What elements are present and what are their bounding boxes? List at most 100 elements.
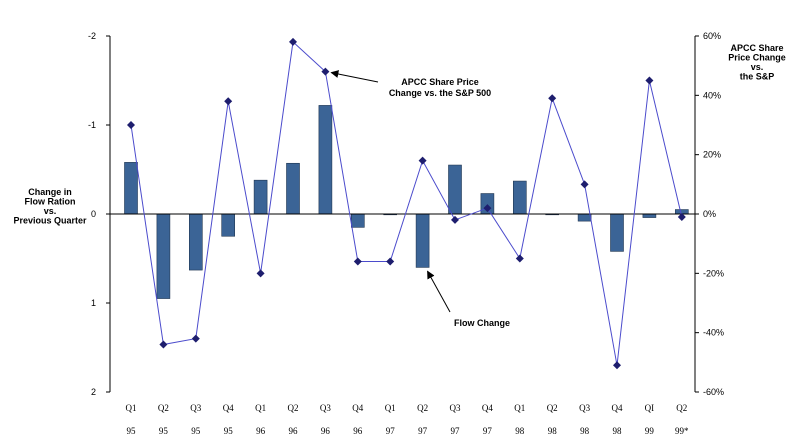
- price-change-marker: [613, 361, 621, 370]
- x-tick-quarter: Q1: [514, 403, 525, 413]
- x-tick-quarter: Q1: [385, 403, 396, 413]
- price-change-marker: [451, 215, 459, 224]
- flow-annotation-arrow: [427, 270, 451, 313]
- price-change-marker: [256, 269, 265, 278]
- x-tick-year: 98: [515, 426, 525, 436]
- axes: -2 -1 0 1 2 60% 40% 20% 0% -20% -40% -60%: [88, 31, 724, 397]
- x-tick-year: 95: [127, 426, 137, 436]
- price-change-polyline: [130, 40, 683, 366]
- x-tick-year: 99: [645, 426, 655, 436]
- flow-bar: [124, 162, 138, 215]
- x-tick-year: 99*: [675, 426, 689, 436]
- x-tick-year: 98: [580, 426, 590, 436]
- price-change-marker: [321, 67, 330, 76]
- x-tick-year: 96: [289, 426, 299, 436]
- price-change-marker: [191, 334, 200, 343]
- x-tick-quarter: Q2: [676, 403, 687, 413]
- flow-bar: [415, 213, 430, 268]
- price-change-marker: [353, 257, 362, 266]
- price-annotation-label: APCC Share Price: [401, 77, 479, 87]
- x-tick-year: 95: [159, 426, 169, 436]
- left-axis-title: Previous Quarter: [13, 216, 87, 226]
- left-axis-tick-label: 0: [91, 209, 96, 219]
- flow-bar: [318, 105, 333, 215]
- flow-bar: [448, 164, 462, 215]
- right-axis-tick-label: -60%: [703, 387, 724, 397]
- right-axis-tick-label: 60%: [703, 31, 721, 41]
- x-tick-quarter: Q2: [288, 403, 299, 413]
- x-tick-year: 96: [256, 426, 266, 436]
- price-change-marker: [159, 340, 168, 349]
- price-change-marker: [677, 212, 686, 221]
- price-change-line: [127, 37, 686, 370]
- right-axis-tick-label: 40%: [703, 90, 721, 100]
- price-annotation-arrow: [330, 70, 379, 83]
- left-axis-tick-label: -2: [88, 31, 96, 41]
- x-tick-year: 97: [483, 426, 493, 436]
- x-tick-year: 97: [386, 426, 396, 436]
- x-tick-quarter: Q1: [255, 403, 266, 413]
- x-tick-year: 97: [418, 426, 428, 436]
- flow-change-bars: [124, 105, 689, 299]
- x-tick-quarter: Q3: [579, 403, 590, 413]
- x-tick-quarter: Q2: [547, 403, 558, 413]
- x-axis-ticks: Q1 95 Q2 95 Q3 95 Q4 95 Q1 96 Q2 96 Q3 96 Q4 96 Q1 97 Q2 97…: [126, 403, 690, 436]
- x-tick-year: 95: [224, 426, 234, 436]
- flow-bar: [156, 213, 171, 299]
- price-annotation-label: Change vs. the S&P 500: [389, 88, 491, 98]
- left-axis-tick-label: -1: [88, 120, 96, 130]
- flow-bar: [512, 180, 527, 215]
- price-change-marker: [224, 97, 233, 106]
- flow-bar: [189, 213, 203, 271]
- flow-bar: [642, 213, 657, 218]
- right-axis-tick-label: -40%: [703, 328, 724, 338]
- price-change-marker: [515, 254, 524, 263]
- left-axis-title: Change in: [28, 187, 72, 197]
- flow-bar: [350, 213, 365, 228]
- x-tick-quarter: Q3: [320, 403, 331, 413]
- right-axis-tick-label: 20%: [703, 150, 721, 160]
- x-tick-quarter: Q3: [190, 403, 201, 413]
- left-axis-title: Flow Ration: [25, 197, 76, 207]
- flow-bar: [577, 213, 592, 222]
- flow-bar: [253, 179, 268, 215]
- x-tick-quarter: Q2: [417, 403, 428, 413]
- flow-bar: [221, 213, 235, 237]
- price-change-marker: [483, 204, 492, 213]
- x-tick-quarter: Q3: [450, 403, 461, 413]
- left-axis-tick-label: 1: [91, 298, 96, 308]
- price-change-marker: [386, 257, 395, 266]
- flow-annotation-label: Flow Change: [454, 318, 510, 328]
- x-tick-quarter: Q2: [158, 403, 169, 413]
- right-axis-tick-label: -20%: [703, 268, 724, 278]
- right-axis-title: vs.: [751, 62, 764, 72]
- price-change-marker: [645, 76, 654, 85]
- x-tick-quarter: Q4: [482, 403, 493, 413]
- x-tick-year: 97: [451, 426, 461, 436]
- flow-bar: [286, 162, 300, 215]
- x-tick-quarter: QI: [645, 403, 655, 413]
- x-tick-quarter: Q4: [223, 403, 234, 413]
- x-tick-quarter: Q4: [352, 403, 363, 413]
- right-axis-title: Price Change: [728, 53, 786, 63]
- price-change-marker: [548, 94, 557, 103]
- price-change-marker: [418, 156, 427, 165]
- x-tick-year: 96: [321, 426, 331, 436]
- right-axis-title: APCC Share: [730, 43, 783, 53]
- x-tick-quarter: Q4: [612, 403, 623, 413]
- price-change-marker: [580, 180, 589, 189]
- price-change-marker: [289, 37, 297, 46]
- right-axis-title: the S&P: [740, 72, 775, 82]
- right-axis-tick-label: 0%: [703, 209, 716, 219]
- x-tick-year: 98: [613, 426, 623, 436]
- flow-bar: [610, 213, 624, 252]
- x-tick-quarter: Q1: [126, 403, 137, 413]
- left-axis-title: vs.: [44, 206, 57, 216]
- x-tick-year: 96: [353, 426, 363, 436]
- x-tick-year: 95: [191, 426, 201, 436]
- x-tick-year: 98: [548, 426, 558, 436]
- left-axis-tick-label: 2: [91, 387, 96, 397]
